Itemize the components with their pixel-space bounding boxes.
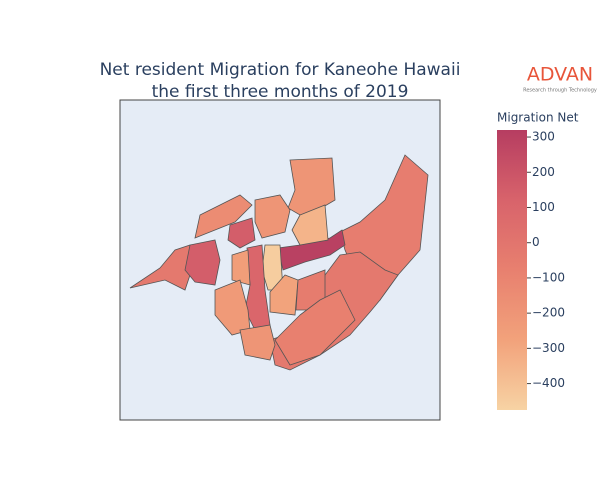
logo-tagline: Research through Technology: [523, 88, 597, 94]
region: [194, 194, 253, 239]
logo: ADVAN: [527, 64, 593, 86]
colorbar-tick-label: 0: [532, 235, 540, 249]
chart-title: Net resident Migration for Kaneohe Hawai…: [100, 60, 461, 80]
region: [291, 204, 329, 246]
colorbar-tick-label: 100: [532, 200, 555, 214]
colorbar-title: Migration Net: [497, 111, 579, 125]
colorbar-tick-label: 300: [532, 130, 555, 144]
colorbar-tick-label: 200: [532, 165, 555, 179]
colorbar-tick-label: −200: [532, 306, 565, 320]
region: [239, 324, 276, 361]
region: [274, 289, 356, 366]
colorbar-tick-label: −400: [532, 376, 565, 390]
colorbar: [497, 130, 527, 410]
region: [254, 194, 291, 239]
colorbar-tick-label: −300: [532, 341, 565, 355]
region: [227, 217, 256, 249]
region: [231, 249, 251, 286]
colorbar-tick-label: −100: [532, 270, 565, 284]
chart-title: the first three months of 2019: [152, 82, 409, 102]
region: [184, 239, 221, 286]
